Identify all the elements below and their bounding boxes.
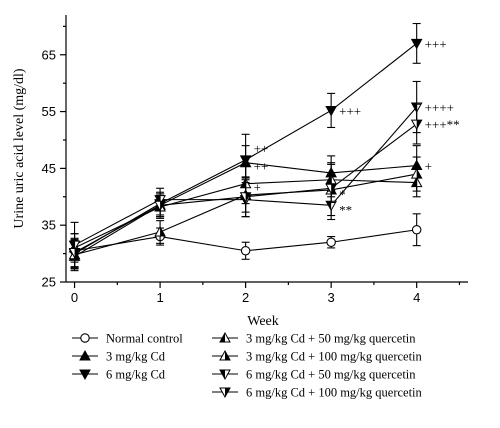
y-tick-label: 55 bbox=[42, 104, 56, 119]
marker-half bbox=[220, 370, 225, 379]
data-point bbox=[411, 224, 422, 235]
data-point bbox=[325, 183, 337, 195]
legend-marker bbox=[219, 349, 231, 361]
data-point bbox=[410, 38, 423, 50]
legend-marker bbox=[219, 331, 231, 343]
x-tick-label: 3 bbox=[328, 290, 335, 305]
marker-shape bbox=[240, 246, 251, 256]
legend-marker bbox=[80, 333, 90, 343]
x-axis-title: Week bbox=[247, 314, 279, 329]
legend-marker bbox=[79, 369, 91, 381]
y-tick-label: 65 bbox=[42, 47, 56, 62]
marker-shape bbox=[410, 38, 423, 50]
x-tick-label: 1 bbox=[156, 290, 163, 305]
legend-label: 6 mg/kg Cd bbox=[106, 368, 166, 382]
marker-shape bbox=[80, 333, 90, 343]
marker-shape bbox=[79, 369, 91, 381]
marker-half bbox=[245, 192, 251, 202]
significance-label: + bbox=[254, 180, 261, 195]
marker-half bbox=[416, 120, 422, 130]
legend-item: 3 mg/kg Cd + 100 mg/kg quercetin bbox=[212, 350, 423, 364]
data-point bbox=[240, 246, 251, 256]
legend-item: 6 mg/kg Cd + 100 mg/kg quercetin bbox=[212, 386, 423, 400]
data-point bbox=[325, 105, 337, 117]
annotation-layer: ++++++ +++++++**++++ ++ *** bbox=[254, 36, 460, 217]
legend-item: 6 mg/kg Cd bbox=[72, 368, 166, 382]
legend-label: 6 mg/kg Cd + 50 mg/kg quercetin bbox=[246, 368, 416, 382]
x-tick-label: 0 bbox=[71, 290, 78, 305]
significance-label: ++++ bbox=[425, 100, 454, 115]
legend-label: Normal control bbox=[106, 332, 183, 346]
significance-label: + bbox=[425, 159, 432, 174]
legend-marker bbox=[219, 369, 231, 381]
x-tick-label: 2 bbox=[242, 290, 249, 305]
data-point bbox=[410, 168, 423, 179]
marker-shape bbox=[326, 237, 336, 247]
marker-shape bbox=[325, 105, 337, 117]
data-point bbox=[326, 237, 336, 247]
legend-item: 6 mg/kg Cd + 50 mg/kg quercetin bbox=[212, 368, 416, 382]
significance-label: +++ bbox=[425, 36, 447, 51]
data-point bbox=[239, 155, 252, 166]
series-2 bbox=[68, 22, 423, 269]
data-point bbox=[154, 200, 166, 212]
marker-half bbox=[74, 248, 80, 258]
y-tick-label: 45 bbox=[42, 161, 56, 176]
legend-item: Normal control bbox=[72, 332, 183, 346]
significance-label: +++** bbox=[425, 117, 460, 132]
y-tick-label: 35 bbox=[42, 218, 56, 233]
axes: 25 35 45 55 65 0 1 2 3 4 Week Urine uric acid level… bbox=[12, 15, 468, 329]
marker-half bbox=[331, 184, 337, 194]
marker-half bbox=[225, 388, 230, 397]
data-point bbox=[239, 192, 252, 203]
significance-label: ++ bbox=[254, 141, 269, 156]
data-point bbox=[68, 247, 81, 259]
significance-label: * bbox=[339, 187, 346, 202]
marker-half bbox=[411, 103, 417, 113]
marker-half bbox=[160, 201, 166, 211]
series-6 bbox=[68, 103, 423, 268]
marker-half bbox=[326, 201, 332, 211]
significance-label: ** bbox=[339, 202, 352, 217]
legend-label: 3 mg/kg Cd bbox=[106, 350, 166, 364]
y-tick-label: 25 bbox=[42, 275, 56, 290]
legend: Normal control 3 mg/kg Cd 6 mg/kg Cd 3 mg/k… bbox=[72, 332, 423, 400]
legend-marker bbox=[79, 349, 91, 361]
data-point bbox=[410, 119, 423, 131]
significance-label: +++ bbox=[339, 103, 361, 118]
marker-half bbox=[160, 227, 166, 237]
marker-half bbox=[225, 351, 230, 360]
legend-marker bbox=[219, 387, 231, 399]
y-axis-title: Urine uric acid level (mg/dl) bbox=[12, 68, 27, 228]
x-tick-label: 4 bbox=[413, 290, 420, 305]
legend-label: 6 mg/kg Cd + 100 mg/kg quercetin bbox=[246, 386, 423, 400]
marker-shape bbox=[239, 155, 252, 166]
marker-half bbox=[416, 169, 422, 179]
legend-label: 3 mg/kg Cd + 100 mg/kg quercetin bbox=[246, 350, 423, 364]
marker-shape bbox=[79, 349, 91, 361]
legend-item: 3 mg/kg Cd + 50 mg/kg quercetin bbox=[212, 332, 416, 346]
series-0 bbox=[69, 213, 422, 269]
significance-label: ++ bbox=[254, 159, 269, 174]
data-point bbox=[154, 225, 166, 237]
marker-shape bbox=[411, 224, 422, 235]
series-layer bbox=[68, 22, 423, 272]
legend-item: 3 mg/kg Cd bbox=[72, 350, 166, 364]
marker-half bbox=[411, 177, 417, 187]
marker-half bbox=[326, 174, 332, 184]
marker-half bbox=[240, 178, 246, 188]
legend-label: 3 mg/kg Cd + 50 mg/kg quercetin bbox=[246, 332, 416, 346]
marker-half bbox=[220, 333, 225, 342]
marker-half bbox=[69, 241, 75, 251]
